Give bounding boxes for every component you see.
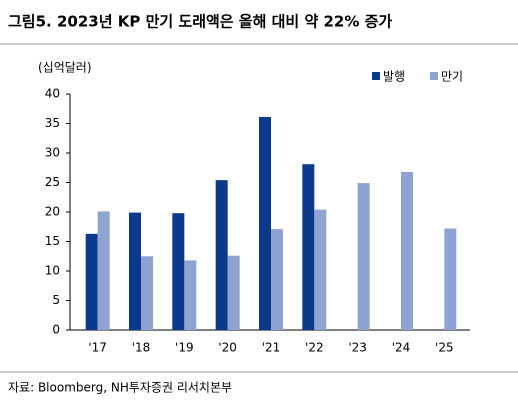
bar [141,256,153,330]
y-tick-label: 10 [45,264,60,278]
bar [215,180,228,330]
y-tick-label: 20 [45,205,60,219]
bar [314,209,327,330]
x-tick-label: '22 [305,341,324,355]
legend-swatch [430,72,438,80]
bar [302,164,315,330]
y-axis-label: (십억달러) [38,61,92,75]
chart-title: 그림5. 2023년 KP 만기 도래액은 올해 대비 약 22% 증가 [8,13,392,31]
bar [357,183,370,330]
legend-label: 만기 [441,70,463,84]
bar [85,233,98,330]
source: 자료: Bloomberg, NH투자증권 리서치본부 [8,381,232,395]
x-tick-label: '24 [392,341,411,355]
x-tick-label: '18 [132,341,151,355]
y-tick-label: 30 [45,146,60,160]
y-tick-label: 25 [45,175,60,189]
x-tick-label: '23 [348,341,367,355]
bar [129,212,141,330]
bar [172,213,185,330]
y-tick-label: 0 [52,323,60,337]
x-tick-label: '20 [218,341,237,355]
y-tick-label: 40 [45,87,60,101]
x-tick-label: '21 [262,341,281,355]
y-tick-label: 35 [45,116,60,130]
bar [259,117,271,330]
bar [97,211,110,330]
bar [444,228,457,330]
legend-label: 발행 [383,69,405,84]
legend-swatch [372,72,380,80]
x-tick-label: '17 [88,341,107,355]
x-tick-label: '19 [175,341,194,355]
bar [401,171,413,330]
bar [184,260,197,330]
x-tick-label: '25 [435,341,454,355]
y-tick-label: 15 [45,234,60,248]
y-tick-label: 5 [52,293,60,307]
bar [227,255,240,330]
bar [271,229,283,330]
